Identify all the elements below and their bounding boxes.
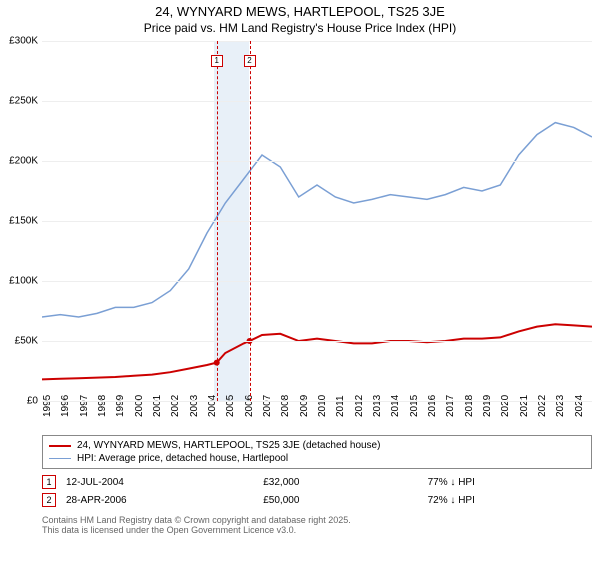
footer: Contains HM Land Registry data © Crown c… bbox=[42, 515, 592, 535]
y-tick-label: £100K bbox=[9, 276, 38, 287]
legend-swatch bbox=[49, 445, 71, 447]
gridline bbox=[42, 281, 592, 282]
legend: 24, WYNYARD MEWS, HARTLEPOOL, TS25 3JE (… bbox=[42, 435, 592, 469]
y-tick-label: £300K bbox=[9, 36, 38, 47]
transaction-date: 12-JUL-2004 bbox=[66, 477, 263, 488]
y-axis: £0£50K£100K£150K£200K£250K£300K bbox=[0, 41, 40, 401]
transaction-marker: 1 bbox=[42, 475, 56, 489]
y-tick-label: £50K bbox=[15, 336, 38, 347]
y-tick-label: £250K bbox=[9, 96, 38, 107]
transaction-price: £32,000 bbox=[263, 477, 427, 488]
footer-line2: This data is licensed under the Open Gov… bbox=[42, 525, 592, 535]
chart-title: 24, WYNYARD MEWS, HARTLEPOOL, TS25 3JE bbox=[0, 4, 600, 19]
y-tick-label: £200K bbox=[9, 156, 38, 167]
x-axis: 1995199619971998199920002001200220032004… bbox=[42, 401, 592, 431]
gridline bbox=[42, 221, 592, 222]
gridline bbox=[42, 41, 592, 42]
transaction-marker: 2 bbox=[42, 493, 56, 507]
legend-label: 24, WYNYARD MEWS, HARTLEPOOL, TS25 3JE (… bbox=[77, 440, 380, 451]
y-tick-label: £0 bbox=[27, 396, 38, 407]
transaction-change: 77% ↓ HPI bbox=[428, 477, 592, 488]
gridline bbox=[42, 341, 592, 342]
transaction-date: 28-APR-2006 bbox=[66, 495, 263, 506]
transaction-row: 1 12-JUL-2004£32,00077% ↓ HPI bbox=[42, 473, 592, 491]
marker-vline bbox=[250, 41, 251, 401]
marker-label: 1 bbox=[211, 55, 223, 67]
series-hpi bbox=[42, 123, 592, 317]
chart-container: 24, WYNYARD MEWS, HARTLEPOOL, TS25 3JE P… bbox=[0, 4, 600, 564]
legend-label: HPI: Average price, detached house, Hart… bbox=[77, 453, 288, 464]
legend-row: HPI: Average price, detached house, Hart… bbox=[49, 452, 585, 465]
legend-swatch bbox=[49, 458, 71, 459]
legend-row: 24, WYNYARD MEWS, HARTLEPOOL, TS25 3JE (… bbox=[49, 439, 585, 452]
gridline bbox=[42, 101, 592, 102]
chart-plot-area: £0£50K£100K£150K£200K£250K£300K 19951996… bbox=[42, 41, 592, 401]
transaction-price: £50,000 bbox=[263, 495, 427, 506]
gridline bbox=[42, 401, 592, 402]
y-tick-label: £150K bbox=[9, 216, 38, 227]
transaction-change: 72% ↓ HPI bbox=[428, 495, 592, 506]
transaction-row: 2 28-APR-2006£50,00072% ↓ HPI bbox=[42, 491, 592, 509]
marker-vline bbox=[217, 41, 218, 401]
transactions-table: 1 12-JUL-2004£32,00077% ↓ HPI 2 28-APR-2006… bbox=[42, 473, 592, 509]
gridline bbox=[42, 161, 592, 162]
chart-subtitle: Price paid vs. HM Land Registry's House … bbox=[0, 21, 600, 35]
series-property bbox=[42, 324, 592, 379]
footer-line1: Contains HM Land Registry data © Crown c… bbox=[42, 515, 592, 525]
marker-label: 2 bbox=[244, 55, 256, 67]
